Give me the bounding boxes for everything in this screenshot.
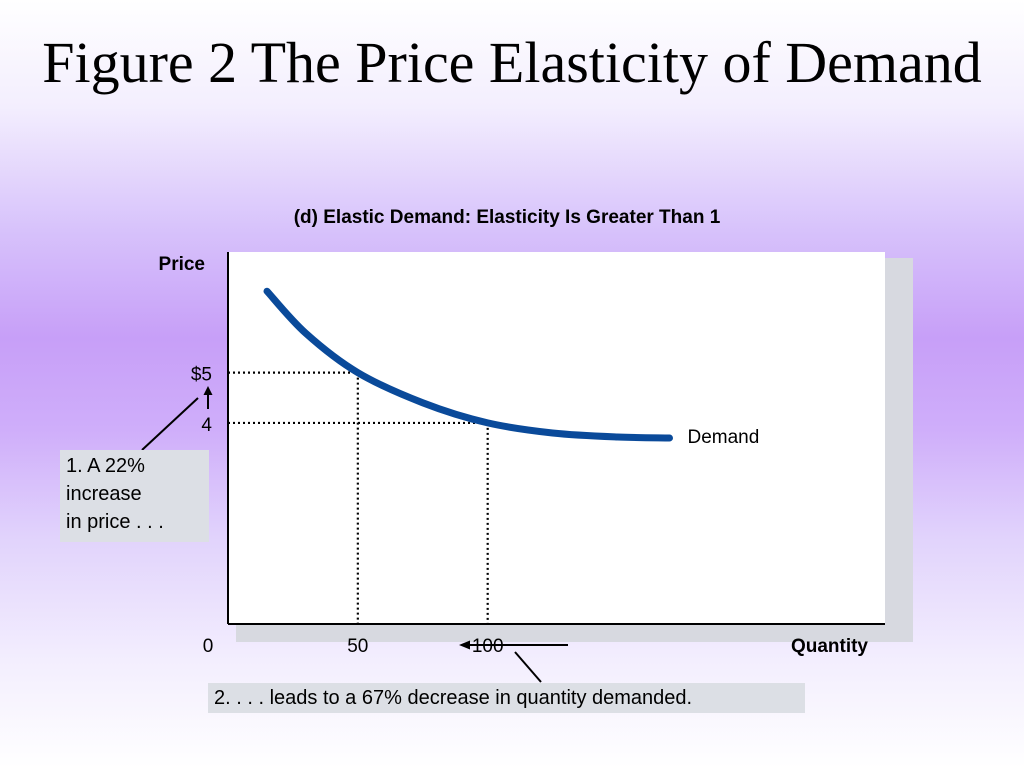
y-axis-label: Price bbox=[159, 254, 205, 275]
y-tick-label: 4 bbox=[201, 415, 212, 436]
price-callout-line: in price . . . bbox=[66, 511, 164, 533]
x-axis-label: Quantity bbox=[791, 636, 868, 657]
y-tick-label: $5 bbox=[191, 365, 212, 386]
demand-label: Demand bbox=[688, 427, 760, 448]
quantity-callout: 2. . . . leads to a 67% decrease in quan… bbox=[208, 683, 805, 713]
plot-area bbox=[228, 252, 885, 624]
x-tick-label: 100 bbox=[472, 636, 504, 657]
x-tick-label: 50 bbox=[347, 636, 368, 657]
guide-lines bbox=[228, 371, 489, 624]
price-callout: 1. A 22% increase in price . . . bbox=[60, 450, 209, 542]
price-callout-line: 1. A 22% bbox=[66, 455, 145, 477]
quantity-callout-leader bbox=[514, 651, 542, 683]
price-callout-leader bbox=[141, 397, 199, 451]
price-callout-line: increase bbox=[66, 483, 142, 505]
demand-curve bbox=[263, 287, 673, 442]
quantity-decrease-arrow bbox=[459, 640, 568, 650]
chart-title: (d) Elastic Demand: Elasticity Is Greate… bbox=[293, 207, 721, 228]
price-increase-arrow bbox=[203, 386, 213, 409]
x-tick-label: 0 bbox=[203, 636, 214, 657]
slide-title: Figure 2 The Price Elasticity of Demand bbox=[42, 30, 982, 95]
